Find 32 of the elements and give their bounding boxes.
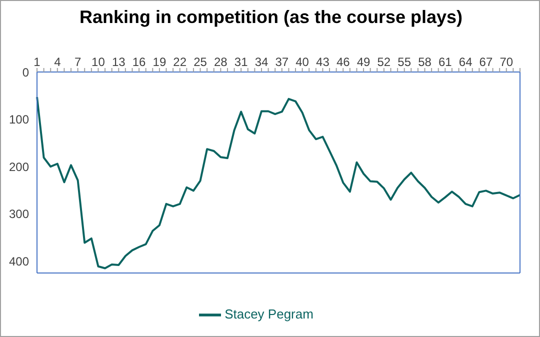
x-tick-label: 10: [92, 55, 106, 69]
x-tick-label: 49: [356, 55, 371, 69]
y-tick-label: 400: [8, 254, 30, 268]
x-tick-label: 31: [234, 55, 248, 69]
x-tick-label: 25: [194, 55, 208, 69]
x-tick-label: 19: [152, 55, 166, 69]
x-tick-label: 40: [296, 55, 310, 69]
x-tick-label: 37: [275, 55, 289, 69]
x-tick-label: 4: [54, 55, 62, 69]
y-tick-label: 0: [22, 65, 30, 80]
legend-label: Stacey Pegram: [224, 306, 314, 322]
y-tick-label: 200: [8, 160, 30, 174]
x-tick-label: 61: [438, 55, 452, 69]
x-tick-label: 1: [34, 55, 41, 69]
y-tick-label: 300: [8, 207, 30, 222]
x-tick-label: 67: [479, 55, 493, 69]
x-tick-label: 64: [458, 55, 473, 69]
x-tick-label: 13: [112, 55, 126, 69]
x-tick-label: 58: [418, 55, 432, 69]
x-tick-label: 22: [173, 55, 187, 69]
line-series: [36, 96, 521, 270]
x-tick-label: 7: [74, 55, 82, 69]
x-tick-label: 43: [316, 55, 330, 69]
y-tick-label: 100: [8, 112, 30, 127]
x-tick-label: 28: [214, 55, 228, 69]
x-tick-label: 70: [500, 55, 514, 69]
x-tick-label: 52: [377, 55, 391, 69]
x-tick-label: 34: [254, 55, 268, 69]
x-tick-label: 46: [336, 55, 350, 69]
chart-title: Ranking in competition (as the course plays): [78, 7, 464, 28]
x-tick-label: 55: [398, 55, 412, 69]
x-tick-label: 16: [132, 55, 146, 69]
